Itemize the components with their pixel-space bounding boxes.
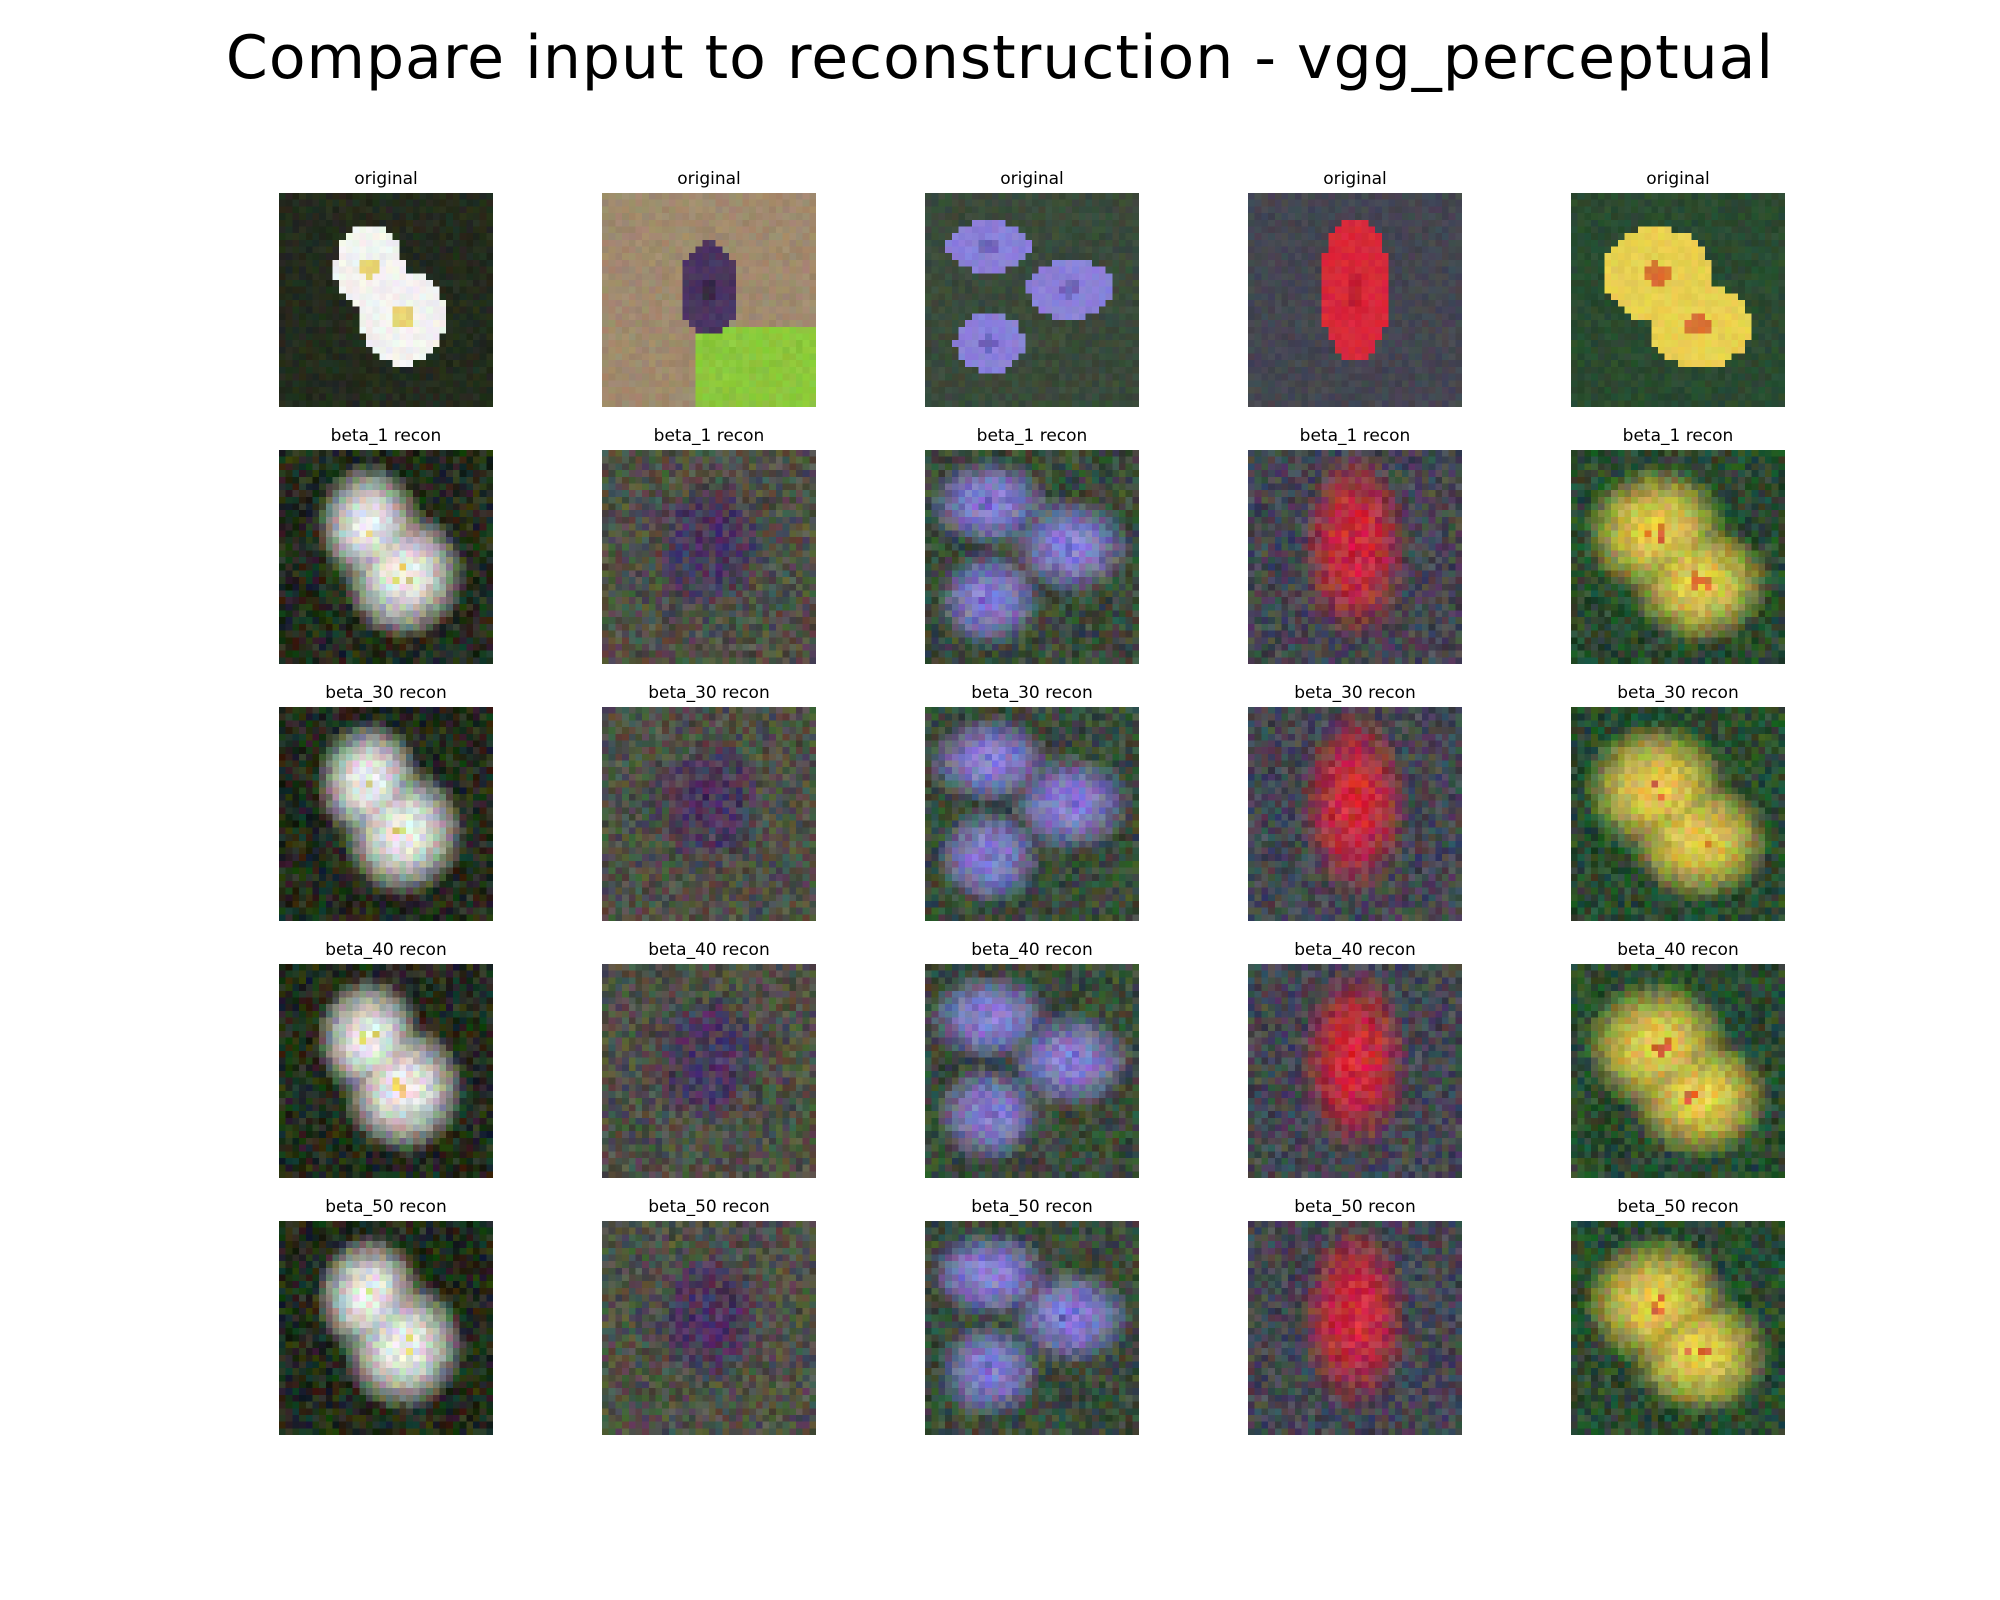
panel-label: beta_1 recon <box>653 426 765 446</box>
image-panel: original <box>1248 169 1462 407</box>
flower-image <box>602 450 816 664</box>
panel-label: beta_50 recon <box>1617 1197 1739 1217</box>
image-panel: beta_1 recon <box>925 426 1139 664</box>
panel-label: original <box>1323 169 1387 189</box>
image-panel: beta_40 recon <box>1248 940 1462 1178</box>
panel-label: beta_30 recon <box>971 683 1093 703</box>
flower-image <box>602 707 816 921</box>
flower-image <box>279 450 493 664</box>
panel-label: beta_40 recon <box>325 940 447 960</box>
flower-image <box>925 450 1139 664</box>
flower-image <box>279 193 493 407</box>
image-panel: beta_50 recon <box>1248 1197 1462 1435</box>
image-panel: beta_1 recon <box>602 426 816 664</box>
flower-image <box>279 1221 493 1435</box>
panel-label: beta_40 recon <box>1617 940 1739 960</box>
image-panel: beta_50 recon <box>925 1197 1139 1435</box>
flower-image <box>925 964 1139 1178</box>
panel-label: beta_30 recon <box>1617 683 1739 703</box>
flower-image <box>925 1221 1139 1435</box>
flower-image <box>602 964 816 1178</box>
image-panel: beta_40 recon <box>925 940 1139 1178</box>
panel-label: beta_30 recon <box>648 683 770 703</box>
panel-label: beta_1 recon <box>330 426 442 446</box>
flower-image <box>602 1221 816 1435</box>
flower-image <box>602 193 816 407</box>
flower-image <box>1248 1221 1462 1435</box>
image-panel: beta_30 recon <box>602 683 816 921</box>
image-panel: original <box>925 169 1139 407</box>
image-panel: original <box>602 169 816 407</box>
flower-image <box>925 193 1139 407</box>
panel-label: original <box>1646 169 1710 189</box>
image-panel: beta_30 recon <box>925 683 1139 921</box>
panel-label: beta_50 recon <box>1294 1197 1416 1217</box>
panel-label: original <box>354 169 418 189</box>
flower-image <box>925 707 1139 921</box>
flower-image <box>1248 450 1462 664</box>
image-panel: beta_50 recon <box>279 1197 493 1435</box>
image-panel: beta_30 recon <box>1571 683 1785 921</box>
image-panel: beta_50 recon <box>602 1197 816 1435</box>
panel-label: beta_1 recon <box>1299 426 1411 446</box>
image-panel: beta_40 recon <box>602 940 816 1178</box>
panel-label: beta_30 recon <box>1294 683 1416 703</box>
panel-label: beta_1 recon <box>1622 426 1734 446</box>
image-panel: original <box>279 169 493 407</box>
image-panel: beta_40 recon <box>279 940 493 1178</box>
panel-label: original <box>1000 169 1064 189</box>
panel-label: beta_40 recon <box>1294 940 1416 960</box>
flower-image <box>279 964 493 1178</box>
image-panel: original <box>1571 169 1785 407</box>
panel-label: beta_50 recon <box>325 1197 447 1217</box>
flower-image <box>1248 707 1462 921</box>
panel-label: beta_50 recon <box>648 1197 770 1217</box>
image-panel: beta_40 recon <box>1571 940 1785 1178</box>
panel-label: beta_40 recon <box>648 940 770 960</box>
flower-image <box>279 707 493 921</box>
image-panel: beta_1 recon <box>279 426 493 664</box>
figure-title: Compare input to reconstruction - vgg_pe… <box>225 23 1775 93</box>
flower-image <box>1571 450 1785 664</box>
panel-label: beta_50 recon <box>971 1197 1093 1217</box>
flower-image <box>1571 1221 1785 1435</box>
panel-label: beta_30 recon <box>325 683 447 703</box>
image-panel: beta_50 recon <box>1571 1197 1785 1435</box>
panel-label: original <box>677 169 741 189</box>
image-panel: beta_1 recon <box>1571 426 1785 664</box>
image-panel: beta_30 recon <box>279 683 493 921</box>
image-panel: beta_1 recon <box>1248 426 1462 664</box>
flower-image <box>1248 193 1462 407</box>
flower-image <box>1571 193 1785 407</box>
panel-label: beta_1 recon <box>976 426 1088 446</box>
flower-image <box>1571 964 1785 1178</box>
flower-image <box>1571 707 1785 921</box>
flower-image <box>1248 964 1462 1178</box>
image-panel: beta_30 recon <box>1248 683 1462 921</box>
panel-label: beta_40 recon <box>971 940 1093 960</box>
